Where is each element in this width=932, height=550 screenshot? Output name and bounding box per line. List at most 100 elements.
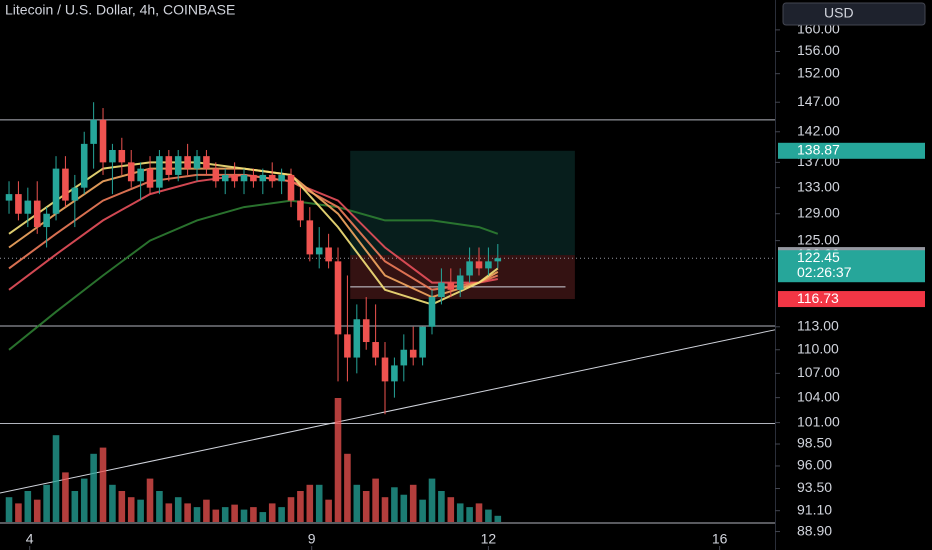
chart-title: Litecoin / U.S. Dollar, 4h, COINBASE <box>5 2 235 18</box>
y-tick-label: 152.00 <box>797 64 840 80</box>
candle-body <box>259 174 267 182</box>
candle-body <box>137 168 144 182</box>
ma-line <box>8 161 499 306</box>
candle-body <box>99 119 107 163</box>
volume-bar <box>33 499 41 522</box>
x-tick-label: 12 <box>481 531 497 547</box>
price-label: 138.87 <box>797 141 840 157</box>
candle-body <box>193 156 201 169</box>
candle-body <box>362 319 370 343</box>
candle-body <box>344 334 351 358</box>
x-tick-label: 16 <box>712 531 728 547</box>
volume-bar <box>259 512 267 522</box>
volume-bar <box>362 491 370 522</box>
volume-bar <box>71 491 79 522</box>
volume-bar <box>334 398 342 522</box>
volume-bar <box>62 472 69 522</box>
volume-bar <box>306 484 314 522</box>
candle-body <box>109 149 116 163</box>
volume-bar <box>400 494 408 522</box>
volume-bar <box>381 497 389 522</box>
y-tick-label: 93.50 <box>797 479 832 495</box>
volume-bar <box>212 509 220 522</box>
candle-body <box>466 261 473 276</box>
candle-body <box>165 156 173 175</box>
currency: USD <box>824 5 854 21</box>
volume-bar <box>475 503 483 522</box>
volume-bar <box>250 507 257 522</box>
volume-bar <box>372 478 379 522</box>
candle-body <box>315 247 323 255</box>
candle-body <box>372 342 379 358</box>
volume-bar <box>391 487 398 522</box>
y-tick-label: 107.00 <box>797 364 840 380</box>
volume-bar <box>466 507 473 522</box>
candle-body <box>15 194 22 214</box>
currency-box[interactable] <box>782 2 926 26</box>
volume-bar <box>90 453 97 522</box>
target-zone <box>350 150 575 256</box>
candle-body <box>400 349 408 366</box>
volume-bar <box>428 478 436 522</box>
candle-body <box>325 247 332 262</box>
volume-bar <box>240 509 248 522</box>
candle-body <box>268 174 276 182</box>
candle-body <box>118 149 126 163</box>
price-label-box <box>778 250 925 283</box>
candle-body <box>184 156 191 169</box>
candle-body <box>391 365 398 382</box>
volume-bar <box>99 447 107 522</box>
y-tick-label: 98.50 <box>797 435 832 451</box>
candle-body <box>80 143 88 188</box>
y-tick-label: 129.00 <box>797 204 840 220</box>
candle-body <box>71 187 79 201</box>
volume-bar <box>193 507 201 522</box>
volume-bar <box>278 507 285 522</box>
candle-body <box>475 261 483 269</box>
candle-body <box>381 357 389 382</box>
candle-body <box>90 119 97 144</box>
y-tick-label: 96.00 <box>797 457 832 473</box>
candle-body <box>240 174 248 182</box>
volume-bar <box>109 484 116 522</box>
candle-body <box>494 258 502 262</box>
x-tick-label: 4 <box>26 531 34 547</box>
x-tick-label: 9 <box>308 531 316 547</box>
volume-bar <box>174 497 182 522</box>
volume-bar <box>24 491 32 522</box>
y-tick-label: 110.00 <box>797 340 839 356</box>
volume-bar <box>409 484 417 522</box>
volume-bar <box>156 491 163 522</box>
candle-body <box>353 319 361 358</box>
volume-bar <box>118 491 126 522</box>
price-label: 122.45 <box>797 249 840 265</box>
y-tick-label: 88.90 <box>797 522 832 538</box>
candle-body <box>33 200 41 228</box>
price-label-box <box>778 142 925 159</box>
candle-body <box>428 297 436 327</box>
countdown: 02:26:37 <box>797 264 852 280</box>
candle-body <box>43 213 50 228</box>
candle-body <box>419 326 426 358</box>
y-tick-label: 125.00 <box>797 231 840 247</box>
volume-bar <box>231 504 238 522</box>
candle-body <box>156 156 163 188</box>
y-tick-label: 91.10 <box>797 501 832 517</box>
trendline <box>0 329 776 494</box>
volume-bar <box>447 497 455 522</box>
y-tick-label: 156.00 <box>797 42 840 58</box>
volume-bar <box>315 484 323 522</box>
volume-bar <box>137 499 144 522</box>
volume-bar <box>287 497 295 522</box>
candle-body <box>212 168 220 182</box>
candle-body <box>52 168 60 214</box>
volume-bar <box>494 515 502 522</box>
candle-body <box>174 156 182 175</box>
volume-bar <box>203 499 210 522</box>
candle-body <box>231 174 238 182</box>
y-tick-label: 133.00 <box>797 178 840 194</box>
y-tick-label: 104.00 <box>797 388 840 404</box>
candle-body <box>127 162 135 182</box>
candle-body <box>456 275 464 290</box>
